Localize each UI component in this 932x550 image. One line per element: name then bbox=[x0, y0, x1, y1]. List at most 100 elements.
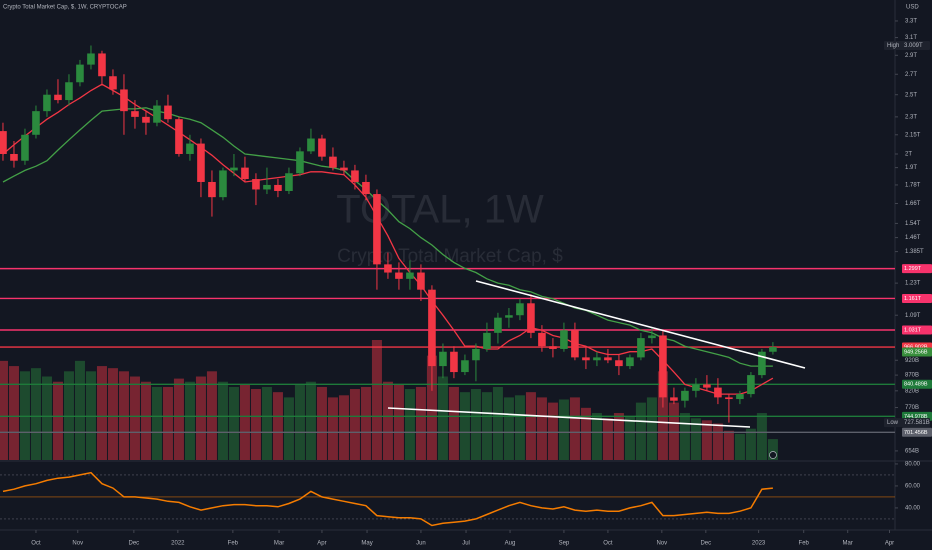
volume-bar bbox=[261, 386, 272, 460]
y-tick-label: 820B bbox=[905, 388, 919, 394]
level-label: 1.299T bbox=[904, 266, 922, 272]
volume-bar bbox=[481, 392, 492, 460]
candle-body bbox=[648, 335, 656, 339]
candle-body bbox=[32, 111, 40, 135]
volume-bar bbox=[448, 386, 459, 460]
volume-bar bbox=[426, 355, 437, 460]
volume-bar bbox=[459, 392, 470, 460]
volume-bar bbox=[404, 389, 415, 460]
y-tick-label: 1.66T bbox=[905, 201, 921, 207]
y-tick-label: 3.3T bbox=[905, 19, 917, 25]
level-label: 1.161T bbox=[904, 296, 922, 302]
candle-body bbox=[120, 89, 128, 112]
volume-bar bbox=[591, 413, 602, 460]
volume-bar bbox=[558, 399, 569, 460]
candle-body bbox=[428, 289, 436, 367]
candle-body bbox=[538, 332, 546, 347]
volume-bar bbox=[272, 392, 283, 460]
y-tick-label: 1.46T bbox=[905, 235, 921, 241]
candle-body bbox=[362, 181, 370, 195]
candle-body bbox=[747, 375, 755, 395]
extreme-label: 727.581B bbox=[904, 420, 930, 426]
trend-line bbox=[387, 407, 751, 428]
volume-bar bbox=[712, 423, 723, 460]
candle-body bbox=[98, 53, 106, 77]
y-tick-label: 1.9T bbox=[905, 165, 917, 171]
candle-body bbox=[373, 194, 381, 265]
candle-body bbox=[263, 184, 271, 190]
candle-body bbox=[670, 397, 678, 401]
level-label-box bbox=[902, 379, 932, 389]
x-tick-label: Nov bbox=[656, 541, 667, 547]
candle-body bbox=[340, 167, 348, 171]
volume-bar bbox=[547, 402, 558, 460]
volume-bar bbox=[382, 381, 393, 460]
volume-bar bbox=[41, 376, 52, 460]
volume-bar bbox=[327, 397, 338, 460]
volume-bar bbox=[305, 381, 316, 460]
level-label-box bbox=[902, 264, 932, 274]
x-tick-label: Jul bbox=[462, 541, 470, 547]
candle-body bbox=[725, 397, 733, 400]
volume-bar bbox=[613, 413, 624, 460]
candle-body bbox=[527, 303, 535, 333]
y-tick-label: 3.1T bbox=[905, 35, 917, 41]
level-label: 840.489B bbox=[904, 382, 928, 388]
y-tick-label: 2.15T bbox=[905, 132, 921, 138]
volume-bar bbox=[74, 360, 85, 460]
volume-bar bbox=[52, 381, 63, 460]
trend-line bbox=[475, 280, 806, 369]
extreme-box bbox=[884, 418, 930, 428]
volume-bar bbox=[415, 386, 426, 460]
candle-body bbox=[241, 167, 249, 180]
candle-body bbox=[43, 94, 51, 112]
volume-bar bbox=[492, 386, 503, 460]
candle-body bbox=[142, 116, 150, 123]
volume-bar bbox=[316, 386, 327, 460]
x-tick-label: 2023 bbox=[752, 541, 766, 547]
volume-bar bbox=[470, 389, 481, 460]
candle-body bbox=[131, 111, 139, 117]
volume-bar bbox=[393, 384, 404, 460]
candle-body bbox=[21, 134, 29, 161]
candle-body bbox=[296, 151, 304, 174]
candle-body bbox=[395, 272, 403, 279]
volume-bar bbox=[536, 397, 547, 460]
volume-bar bbox=[701, 420, 712, 460]
volume-bar bbox=[228, 386, 239, 460]
y-tick-label: 1.23T bbox=[905, 281, 921, 287]
rsi-tick-label: 40.00 bbox=[905, 505, 921, 511]
rsi-tick-label: 60.00 bbox=[905, 484, 921, 490]
candle-body bbox=[109, 76, 117, 90]
x-tick-label: Sep bbox=[559, 541, 570, 547]
volume-bar bbox=[668, 402, 679, 460]
volume-bar bbox=[173, 378, 184, 460]
volume-bar bbox=[250, 389, 261, 460]
y-tick-label: 2.5T bbox=[905, 92, 917, 98]
y-tick-label: 1.54T bbox=[905, 221, 921, 227]
candle-body bbox=[461, 360, 469, 373]
volume-bar bbox=[679, 413, 690, 460]
level-label-box bbox=[902, 347, 932, 357]
candle-body bbox=[351, 170, 359, 182]
x-tick-label: May bbox=[361, 541, 372, 547]
candle-body bbox=[54, 94, 62, 101]
volume-bar bbox=[107, 368, 118, 460]
volume-bar bbox=[96, 366, 107, 460]
y-tick-label: 1.385T bbox=[905, 249, 924, 255]
volume-bar bbox=[140, 381, 151, 460]
candle-body bbox=[384, 264, 392, 273]
volume-bar bbox=[525, 392, 536, 460]
event-icon[interactable] bbox=[769, 451, 777, 459]
x-tick-label: Apr bbox=[317, 541, 326, 547]
x-tick-label: Feb bbox=[228, 541, 239, 547]
volume-bar bbox=[360, 386, 371, 460]
candle-body bbox=[692, 384, 700, 391]
watermark: TOTAL, 1W bbox=[336, 188, 544, 232]
candle-body bbox=[450, 351, 458, 373]
watermark-subtitle: Crypto Total Market Cap, $ bbox=[337, 246, 563, 267]
candle-body bbox=[65, 82, 73, 101]
candle-body bbox=[230, 167, 238, 171]
volume-bar bbox=[723, 430, 734, 460]
